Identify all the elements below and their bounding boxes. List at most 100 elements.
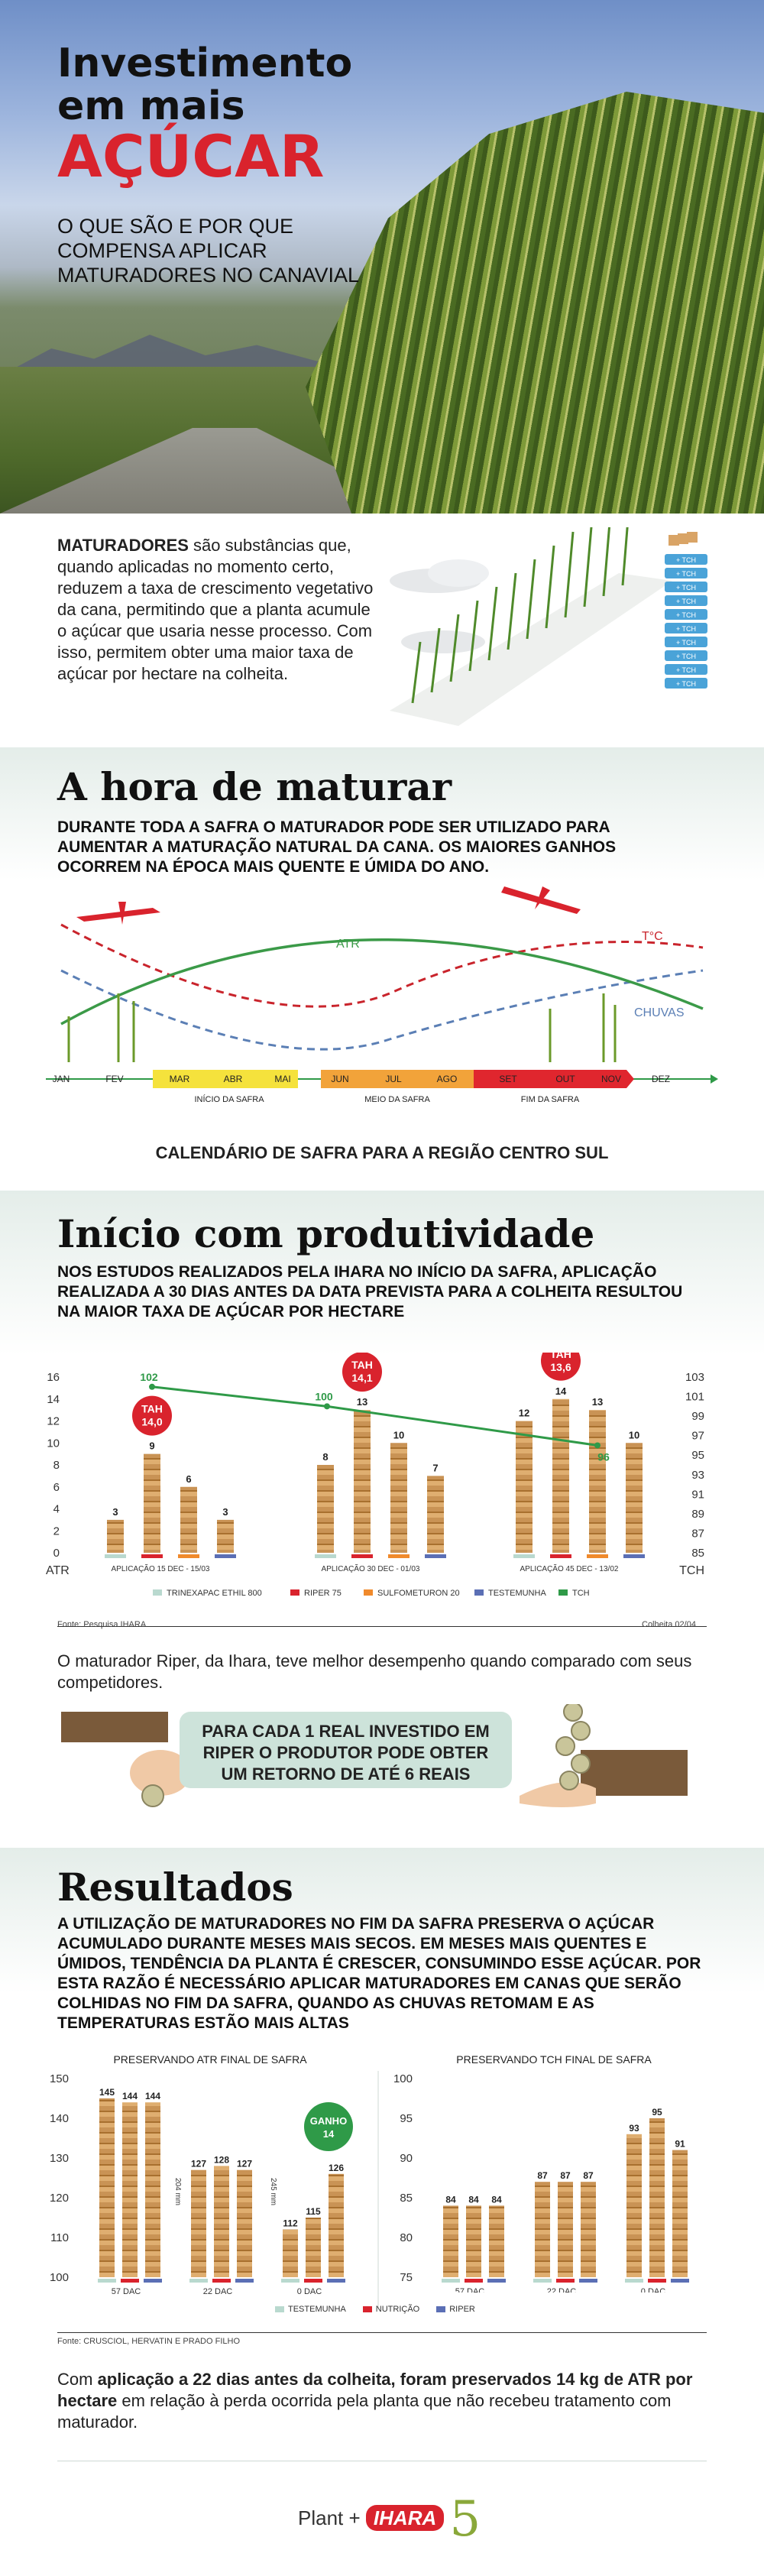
bar-value-label: 112 <box>283 2218 298 2229</box>
results-legend: TESTEMUNHA NUTRIÇÃO RIPER <box>275 2305 475 2314</box>
y-tick-label: 120 <box>50 2192 69 2205</box>
gain-badge-label: GANHO <box>310 2115 347 2127</box>
bar-value-label: 127 <box>191 2159 206 2169</box>
bar-value-label: 3 <box>222 1506 228 1518</box>
bar <box>329 2173 344 2277</box>
tah-badge <box>132 1395 172 1436</box>
bar-color-marker <box>513 1554 535 1558</box>
season-diagram: ATR T°C CHUVAS JAN FEV MAR ABR MAI JUN JUL AGO S… <box>46 886 718 1104</box>
svg-text:+ TCH: + TCH <box>676 639 696 646</box>
bar-color-marker <box>281 2279 299 2283</box>
month-label: FEV <box>105 1074 123 1084</box>
bar <box>626 1443 643 1553</box>
bar-color-marker <box>648 2279 666 2283</box>
bar-value-label: 84 <box>445 2194 456 2205</box>
y-tick-label: 6 <box>53 1481 60 1494</box>
bar-color-marker <box>215 1554 236 1558</box>
tch-box: + TCH <box>665 595 707 606</box>
tah-badge <box>342 1353 382 1392</box>
bar-value-label: 93 <box>629 2123 639 2134</box>
y-tick-label: 140 <box>50 2112 69 2125</box>
bar <box>145 2102 160 2277</box>
bar <box>427 1476 444 1553</box>
sugar-cube-icon <box>687 532 698 543</box>
atr-chart: PRESERVANDO ATR FINAL DE SAFRA 100 110 120 1… <box>50 2053 379 2308</box>
bar-color-marker <box>315 1554 336 1558</box>
legend-swatch <box>362 2306 372 2313</box>
bar <box>489 2205 504 2277</box>
month-label: JUL <box>385 1074 402 1084</box>
tch-value-label: 100 <box>315 1390 333 1402</box>
hero-title-accent: AÇÚCAR <box>57 122 325 190</box>
bar-color-marker <box>487 2279 506 2283</box>
bar <box>390 1443 407 1553</box>
svg-text:+ TCH: + TCH <box>676 680 696 688</box>
inicio-conclusion: O maturador Riper, da Ihara, teve melhor… <box>57 1651 692 1692</box>
legend-swatch <box>558 1589 568 1596</box>
y-tick-label: 10 <box>47 1437 60 1450</box>
bar-value-label: 87 <box>537 2170 548 2181</box>
y-tick-label: 4 <box>53 1503 60 1516</box>
tch-box: + TCH <box>665 637 707 647</box>
y-tick-label: 90 <box>400 2152 413 2165</box>
chart-title: PRESERVANDO ATR FINAL DE SAFRA <box>113 2053 307 2066</box>
y2-tick-label: 101 <box>685 1391 704 1404</box>
legend-item: TRINEXAPAC ETHIL 800 <box>167 1589 262 1598</box>
tch-box: + TCH <box>665 678 707 689</box>
month-label: MAI <box>274 1074 290 1084</box>
cane-plants <box>67 993 617 1062</box>
bar <box>191 2169 206 2277</box>
bar-value-label: 95 <box>652 2107 662 2118</box>
bar-color-marker <box>212 2279 231 2283</box>
legend-swatch <box>290 1589 299 1596</box>
month-label: NOV <box>601 1074 621 1084</box>
bar-color-marker <box>327 2279 345 2283</box>
tah-badge-value: 13,6 <box>550 1361 571 1373</box>
legend-swatch <box>474 1589 484 1596</box>
bar-value-label: 12 <box>519 1408 529 1419</box>
bar <box>122 2102 138 2277</box>
bar-value-label: 84 <box>491 2194 502 2205</box>
y2-tick-label: 87 <box>691 1527 704 1540</box>
inicio-lead: NOS ESTUDOS REALIZADOS PELA IHARA NO INÍ… <box>57 1263 683 1320</box>
legend-item: RIPER 75 <box>304 1589 342 1598</box>
intro-section <box>0 514 764 747</box>
gain-badge <box>304 2102 353 2151</box>
atr-curve-label: ATR <box>336 938 360 951</box>
legend-swatch <box>364 1589 373 1596</box>
svg-text:+ TCH: + TCH <box>676 570 696 578</box>
y-tick-label: 110 <box>50 2231 69 2244</box>
svg-text:+ TCH: + TCH <box>676 584 696 591</box>
bar-value-label: 144 <box>122 2091 138 2101</box>
bar-value-label: 87 <box>560 2170 571 2181</box>
investment-callout: PARA CADA 1 REAL INVESTIDO EM RIPER O PR… <box>180 1712 512 1788</box>
bar-value-label: 13 <box>357 1396 367 1408</box>
y-tick-label: 75 <box>400 2271 413 2284</box>
y-tick-label: 100 <box>393 2072 413 2085</box>
svg-text:+ TCH: + TCH <box>676 666 696 674</box>
bar <box>217 1519 234 1553</box>
y-axis-label: ATR <box>46 1564 70 1577</box>
tch-box: + TCH <box>665 554 707 565</box>
bar <box>443 2205 458 2277</box>
rainfall-label: 204 mm <box>173 2178 182 2205</box>
phase-label: INÍCIO DA SAFRA <box>194 1094 264 1104</box>
y2-tick-label: 97 <box>691 1430 704 1443</box>
tch-box: + TCH <box>665 609 707 620</box>
sugar-cube-icon <box>678 533 688 544</box>
category-label: APLICAÇÃO 30 DEC - 01/03 <box>322 1563 420 1573</box>
bar <box>581 2182 596 2277</box>
legend-item: SULFOMETURON 20 <box>377 1589 460 1598</box>
y2-tick-label: 91 <box>691 1488 704 1501</box>
bar <box>306 2218 321 2277</box>
tah-badge <box>541 1353 581 1381</box>
y2-tick-label: 89 <box>691 1508 704 1521</box>
category-label: 57 DAC <box>112 2287 141 2296</box>
y-tick-label: 85 <box>400 2192 413 2205</box>
bar <box>649 2118 665 2277</box>
tch-point <box>594 1442 601 1449</box>
tch-box: + TCH <box>665 582 707 592</box>
category-label: 22 DAC <box>547 2287 577 2292</box>
bar-color-marker <box>625 2279 643 2283</box>
